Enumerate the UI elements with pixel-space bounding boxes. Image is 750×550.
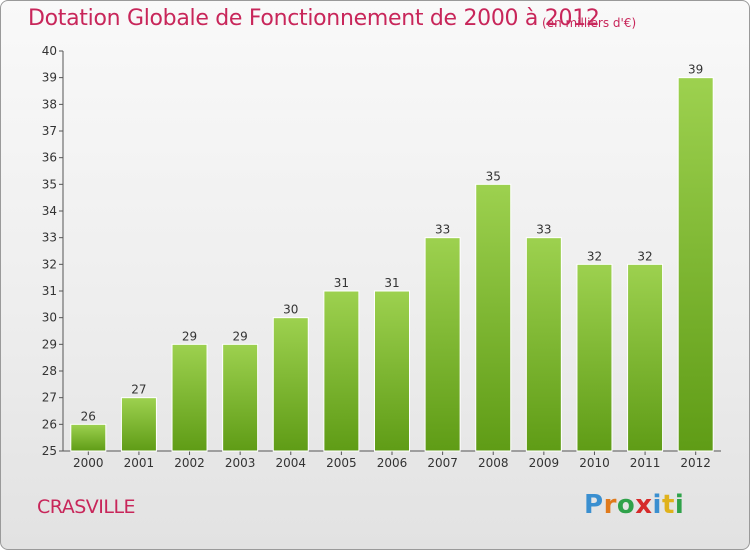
y-tick-label: 40 <box>42 44 57 58</box>
y-tick-label: 27 <box>42 391 57 405</box>
commune-name: CRASVILLE <box>37 496 136 518</box>
bar <box>424 237 461 452</box>
y-tick-label: 35 <box>42 177 57 191</box>
bar <box>120 397 157 452</box>
y-tick-label: 29 <box>42 337 57 351</box>
data-label: 32 <box>637 249 652 263</box>
y-tick-label: 33 <box>42 231 57 245</box>
bar <box>525 237 562 452</box>
y-tick-label: 37 <box>42 124 57 138</box>
x-tick-label: 2009 <box>529 456 560 470</box>
x-tick-label: 2010 <box>579 456 610 470</box>
y-tick-label: 36 <box>42 151 57 165</box>
data-label: 30 <box>283 303 298 317</box>
bar <box>576 263 613 452</box>
y-axis: 25 26 27 28 29 30 31 32 33 34 35 36 37 38 39 40 <box>42 44 64 458</box>
y-tick-label: 38 <box>42 97 57 111</box>
y-tick-label: 25 <box>42 444 57 458</box>
data-label: 39 <box>688 63 703 77</box>
bar <box>70 423 107 452</box>
value-labels: 26 27 29 29 30 31 31 33 35 33 32 32 39 <box>81 63 704 424</box>
y-tick-label: 30 <box>42 311 57 325</box>
data-label: 31 <box>334 276 349 290</box>
bar <box>627 263 664 452</box>
y-tick-label: 34 <box>42 204 57 218</box>
data-label: 29 <box>182 329 197 343</box>
y-tick-label: 28 <box>42 364 57 378</box>
bar <box>677 77 714 452</box>
y-tick-label: 39 <box>42 71 57 85</box>
chart-title: Dotation Globale de Fonctionnement de 20… <box>28 6 600 31</box>
x-axis: 2000 2001 2002 2003 2004 2005 2006 2007 2008 2009… <box>63 450 721 470</box>
x-tick-label: 2006 <box>377 456 408 470</box>
data-label: 31 <box>384 276 399 290</box>
x-tick-label: 2002 <box>174 456 205 470</box>
chart-subtitle: (en milliers d'€) <box>542 16 637 30</box>
data-label: 32 <box>587 249 602 263</box>
bar <box>374 290 410 452</box>
x-tick-label: 2000 <box>73 456 104 470</box>
x-tick-label: 2011 <box>630 456 661 470</box>
x-tick-label: 2012 <box>680 456 711 470</box>
bar <box>222 343 259 452</box>
bar <box>323 290 360 452</box>
bar <box>475 183 512 452</box>
data-label: 35 <box>486 169 501 183</box>
data-label: 33 <box>536 223 551 237</box>
data-label: 27 <box>131 383 146 397</box>
data-label: 33 <box>435 223 450 237</box>
proxiti-logo[interactable]: Proxiti <box>584 490 685 520</box>
data-label: 26 <box>81 409 96 423</box>
bar <box>171 343 208 452</box>
x-tick-label: 2001 <box>124 456 155 470</box>
bar <box>272 317 309 452</box>
x-tick-label: 2007 <box>427 456 458 470</box>
y-tick-label: 31 <box>42 284 57 298</box>
bars <box>70 77 714 452</box>
x-tick-label: 2008 <box>478 456 509 470</box>
x-tick-label: 2004 <box>275 456 306 470</box>
y-tick-label: 32 <box>42 257 57 271</box>
y-tick-label: 26 <box>42 417 57 431</box>
x-tick-label: 2005 <box>326 456 357 470</box>
data-label: 29 <box>233 329 248 343</box>
x-tick-label: 2003 <box>225 456 256 470</box>
